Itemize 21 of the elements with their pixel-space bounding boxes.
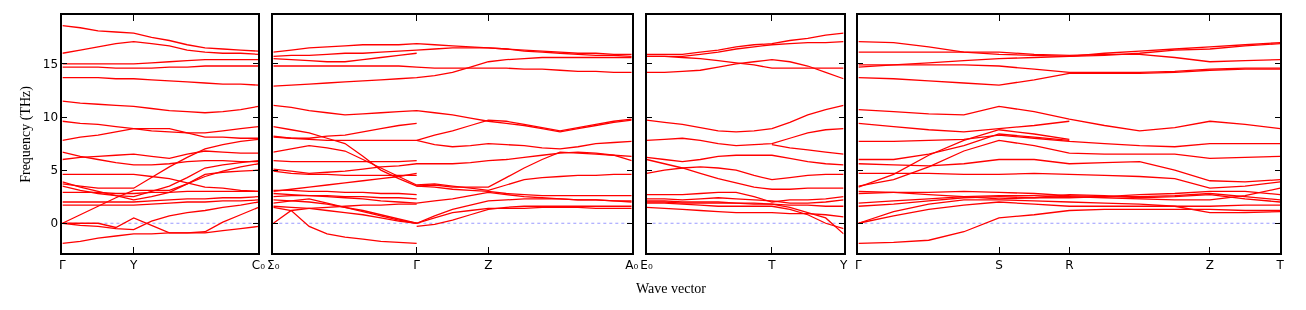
x-tick-label: C₀ — [251, 258, 266, 273]
x-tick-label: Y — [129, 258, 139, 273]
x-tick-label: A₀ — [625, 258, 639, 273]
x-axis-title: Wave vector — [636, 281, 707, 296]
x-tick-label: Y — [838, 258, 848, 273]
y-tick-label: 10 — [42, 110, 59, 125]
x-tick-label: Γ — [855, 258, 863, 273]
y-tick-label: 5 — [50, 163, 59, 178]
x-tick-label: T — [1275, 258, 1285, 273]
x-tick-label: Γ — [59, 258, 67, 273]
x-tick-label: E₀ — [640, 258, 653, 273]
y-tick-label: 0 — [50, 216, 59, 231]
x-tick-label: Z — [1205, 258, 1215, 273]
x-tick-label: R — [1065, 258, 1074, 273]
y-axis-title: Frequency (THz) — [17, 85, 34, 183]
x-tick-label: Z — [484, 258, 493, 273]
y-tick-label: 15 — [42, 57, 59, 72]
x-tick-label: T — [767, 258, 777, 273]
x-tick-label: Σ₀ — [267, 258, 280, 273]
x-tick-label: Γ — [413, 258, 421, 273]
x-tick-label: S — [995, 258, 1003, 273]
